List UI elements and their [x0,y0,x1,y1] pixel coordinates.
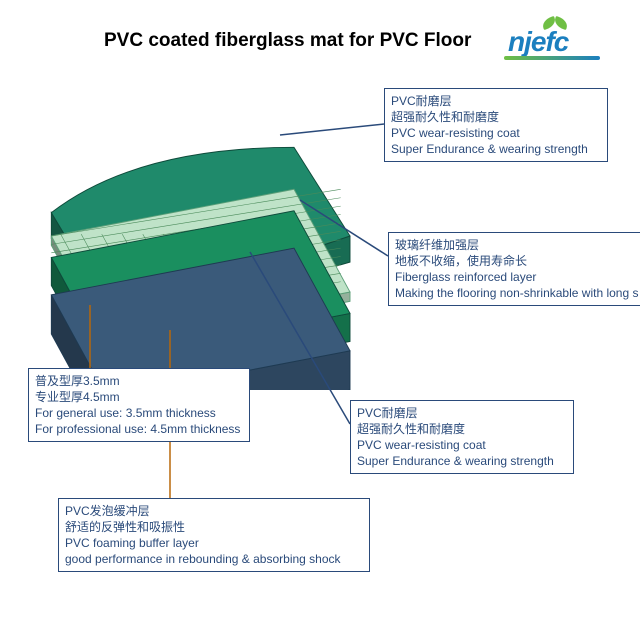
foam-callout: PVC发泡缓冲层舒适的反弹性和吸振性PVC foaming buffer lay… [58,498,370,572]
callout-line: Super Endurance & wearing strength [391,141,601,157]
callout-line: 地板不收缩，使用寿命长 [395,253,639,269]
callout-line: For general use: 3.5mm thickness [35,405,243,421]
brand-text: njefc [508,26,568,58]
callout-line: PVC foaming buffer layer [65,535,363,551]
callout-line: PVC耐磨层 [357,405,567,421]
top-layer-callout: PVC耐磨层超强耐久性和耐磨度PVC wear-resisting coatSu… [384,88,608,162]
page-title: PVC coated fiberglass mat for PVC Floor [104,30,471,52]
callout-line: PVC wear-resisting coat [357,437,567,453]
mid-layer-callout: PVC耐磨层超强耐久性和耐磨度PVC wear-resisting coatSu… [350,400,574,474]
brand-underline [504,56,600,60]
callout-line: PVC发泡缓冲层 [65,503,363,519]
callout-line: good performance in rebounding & absorbi… [65,551,363,567]
infographic-canvas: PVC coated fiberglass mat for PVC Floor … [0,0,640,640]
callout-line: 舒适的反弹性和吸振性 [65,519,363,535]
fiberglass-callout: 玻璃纤维加强层地板不收缩，使用寿命长Fiberglass reinforced … [388,232,640,306]
callout-line: 超强耐久性和耐磨度 [391,109,601,125]
callout-line: Fiberglass reinforced layer [395,269,639,285]
layers-diagram [30,110,390,390]
callout-line: 玻璃纤维加强层 [395,237,639,253]
callout-line: PVC耐磨层 [391,93,601,109]
callout-line: PVC wear-resisting coat [391,125,601,141]
callout-line: 超强耐久性和耐磨度 [357,421,567,437]
callout-line: For professional use: 4.5mm thickness [35,421,243,437]
callout-line: 普及型厚3.5mm [35,373,243,389]
callout-line: Super Endurance & wearing strength [357,453,567,469]
callout-line: 专业型厚4.5mm [35,389,243,405]
callout-line: Making the flooring non-shrinkable with … [395,285,639,301]
thickness-callout: 普及型厚3.5mm专业型厚4.5mmFor general use: 3.5mm… [28,368,250,442]
